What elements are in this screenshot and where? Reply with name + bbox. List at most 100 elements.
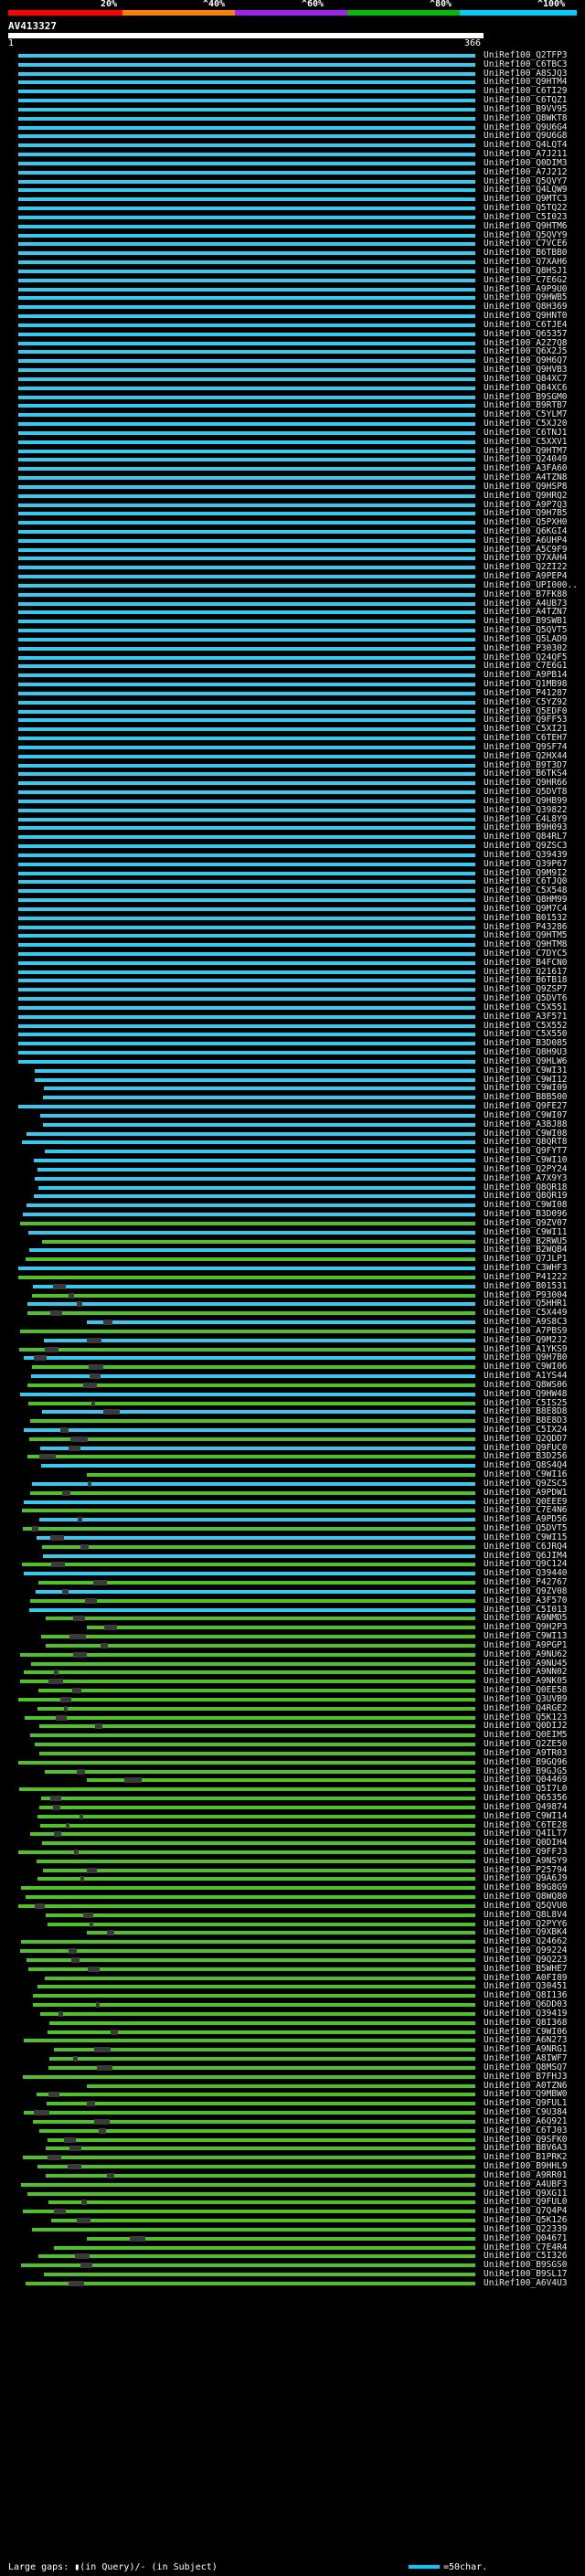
hit-id-link[interactable]: UniRef100_A4UB73: [484, 598, 568, 609]
hit-id-link[interactable]: UniRef100_B9SWB1: [484, 616, 568, 627]
hit-row[interactable]: UniRef100_A8IWF7: [0, 2053, 585, 2064]
hit-id-link[interactable]: UniRef100_Q9HTM7: [484, 445, 568, 456]
hit-row[interactable]: UniRef100_Q39440: [0, 1568, 585, 1578]
hit-id-link[interactable]: UniRef100_Q9HSP8: [484, 481, 568, 492]
hit-row[interactable]: UniRef100_A7J211: [0, 149, 585, 159]
hit-id-link[interactable]: UniRef100_Q9HNT0: [484, 311, 568, 322]
hit-row[interactable]: UniRef100_A9S8C3: [0, 1317, 585, 1327]
hit-id-link[interactable]: UniRef100_Q9FUL0: [484, 2197, 568, 2208]
hit-row[interactable]: UniRef100_A3FA60: [0, 463, 585, 473]
hit-row[interactable]: UniRef100_A1YS44: [0, 1371, 585, 1381]
hit-row[interactable]: UniRef100_C6TI29: [0, 86, 585, 96]
hit-row[interactable]: UniRef100_Q5PXH0: [0, 517, 585, 527]
hit-row[interactable]: UniRef100_Q5QVY7: [0, 176, 585, 186]
hit-id-link[interactable]: UniRef100_Q6DD03: [484, 1999, 568, 2010]
hit-id-link[interactable]: UniRef100_C9WI14: [484, 1810, 568, 1821]
hit-id-link[interactable]: UniRef100_Q9M2J2: [484, 1334, 568, 1345]
hit-id-link[interactable]: UniRef100_Q9SF74: [484, 741, 568, 752]
hit-id-link[interactable]: UniRef100_B9SGS0: [484, 2260, 568, 2271]
hit-row[interactable]: UniRef100_Q8QR19: [0, 1191, 585, 1201]
hit-row[interactable]: UniRef100_Q6KGI4: [0, 525, 585, 536]
hit-row[interactable]: UniRef100_A9PB14: [0, 670, 585, 680]
hit-row[interactable]: UniRef100_Q7XAH6: [0, 257, 585, 267]
hit-row[interactable]: UniRef100_Q5DVT5: [0, 1523, 585, 1533]
hit-id-link[interactable]: UniRef100_C6TEH7: [484, 733, 568, 744]
hit-id-link[interactable]: UniRef100_Q9A6J9: [484, 1873, 568, 1884]
hit-row[interactable]: UniRef100_Q9U6G4: [0, 122, 585, 133]
hit-row[interactable]: UniRef100_Q9ZV08: [0, 1586, 585, 1596]
hit-id-link[interactable]: UniRef100_C9U384: [484, 2107, 568, 2118]
hit-id-link[interactable]: UniRef100_C9WI16: [484, 1469, 568, 1480]
hit-id-link[interactable]: UniRef100_A4UBF3: [484, 2178, 568, 2189]
hit-id-link[interactable]: UniRef100_Q9C124: [484, 1559, 568, 1570]
hit-row[interactable]: UniRef100_Q8QR18: [0, 1182, 585, 1193]
hit-row[interactable]: UniRef100_Q1MB98: [0, 679, 585, 689]
hit-row[interactable]: UniRef100_C5IS25: [0, 1398, 585, 1408]
hit-id-link[interactable]: UniRef100_A0FI89: [484, 1972, 568, 1983]
hit-row[interactable]: UniRef100_Q9HTM8: [0, 939, 585, 949]
hit-id-link[interactable]: UniRef100_Q9ZSC3: [484, 841, 568, 852]
hit-id-link[interactable]: UniRef100_A3F571: [484, 1011, 568, 1022]
hit-id-link[interactable]: UniRef100_Q6JIM4: [484, 1550, 568, 1561]
hit-id-link[interactable]: UniRef100_Q24049: [484, 454, 568, 465]
hit-id-link[interactable]: UniRef100_C4L8Y9: [484, 813, 568, 824]
hit-row[interactable]: UniRef100_A2Z7Q8: [0, 338, 585, 348]
hit-row[interactable]: UniRef100_Q2QDD7: [0, 1434, 585, 1444]
hit-id-link[interactable]: UniRef100_Q9FF53: [484, 715, 568, 726]
hit-row[interactable]: UniRef100_B7FK88: [0, 589, 585, 599]
hit-row[interactable]: UniRef100_C5I326: [0, 2251, 585, 2262]
hit-id-link[interactable]: UniRef100_C9WI08: [484, 1200, 568, 1211]
hit-row[interactable]: UniRef100_A9NN02: [0, 1667, 585, 1677]
hit-id-link[interactable]: UniRef100_Q2ZI22: [484, 562, 568, 573]
hit-id-link[interactable]: UniRef100_A6UHP4: [484, 535, 568, 546]
hit-id-link[interactable]: UniRef100_Q2PY24: [484, 1163, 568, 1174]
hit-id-link[interactable]: UniRef100_B7FHJ3: [484, 2071, 568, 2082]
hit-row[interactable]: UniRef100_Q8WS06: [0, 1380, 585, 1390]
hit-row[interactable]: UniRef100_Q5TQ22: [0, 203, 585, 213]
hit-row[interactable]: UniRef100_Q84XC6: [0, 383, 585, 393]
hit-id-link[interactable]: UniRef100_Q9HVB3: [484, 365, 568, 376]
hit-id-link[interactable]: UniRef100_P25794: [484, 1864, 568, 1875]
hit-id-link[interactable]: UniRef100_Q84RL7: [484, 832, 568, 843]
hit-row[interactable]: UniRef100_Q4LQW9: [0, 185, 585, 195]
hit-id-link[interactable]: UniRef100_Q6KGI4: [484, 525, 568, 536]
hit-row[interactable]: UniRef100_A9P9U0: [0, 283, 585, 294]
hit-id-link[interactable]: UniRef100_Q3UVB9: [484, 1693, 568, 1704]
hit-id-link[interactable]: UniRef100_A9P9U0: [484, 283, 568, 294]
hit-id-link[interactable]: UniRef100_C5I326: [484, 2251, 568, 2262]
hit-row[interactable]: UniRef100_P41287: [0, 688, 585, 698]
hit-row[interactable]: UniRef100_B9GQ96: [0, 1757, 585, 1767]
hit-id-link[interactable]: UniRef100_C6TJ03: [484, 2125, 568, 2136]
hit-row[interactable]: UniRef100_Q9FUC0: [0, 1443, 585, 1453]
hit-row[interactable]: UniRef100_C5X551: [0, 1002, 585, 1012]
hit-row[interactable]: UniRef100_C6TQZ1: [0, 95, 585, 106]
hit-row[interactable]: UniRef100_Q6JIM4: [0, 1550, 585, 1561]
hit-id-link[interactable]: UniRef100_C9WI08: [484, 1128, 568, 1139]
hit-id-link[interactable]: UniRef100_Q5HHR1: [484, 1299, 568, 1309]
hit-id-link[interactable]: UniRef100_Q24QF5: [484, 652, 568, 663]
hit-row[interactable]: UniRef100_Q2HX44: [0, 751, 585, 761]
hit-row[interactable]: UniRef100_Q24049: [0, 454, 585, 465]
hit-row[interactable]: UniRef100_B9HHL9: [0, 2161, 585, 2171]
hit-id-link[interactable]: UniRef100_B8E8D3: [484, 1415, 568, 1426]
hit-row[interactable]: UniRef100_A9PDW1: [0, 1488, 585, 1498]
hit-id-link[interactable]: UniRef100_A9NK05: [484, 1676, 568, 1687]
hit-row[interactable]: UniRef100_Q5QVT5: [0, 625, 585, 635]
hit-row[interactable]: UniRef100_C7E4N6: [0, 1505, 585, 1515]
hit-id-link[interactable]: UniRef100_Q04671: [484, 2232, 568, 2243]
hit-id-link[interactable]: UniRef100_A8IWF7: [484, 2053, 568, 2064]
hit-id-link[interactable]: UniRef100_B3D096: [484, 1209, 568, 1220]
hit-row[interactable]: UniRef100_Q39822: [0, 805, 585, 815]
hit-row[interactable]: UniRef100_A7X9Y3: [0, 1173, 585, 1183]
hit-row[interactable]: UniRef100_A9NSY9: [0, 1856, 585, 1866]
hit-row[interactable]: UniRef100_Q9MTC3: [0, 194, 585, 205]
hit-id-link[interactable]: UniRef100_C6TQZ1: [484, 95, 568, 106]
hit-id-link[interactable]: UniRef100_C5X551: [484, 1002, 568, 1012]
hit-id-link[interactable]: UniRef100_A6N273: [484, 2035, 568, 2046]
hit-row[interactable]: UniRef100_Q4LQT4: [0, 140, 585, 150]
hit-id-link[interactable]: UniRef100_Q9MTC3: [484, 194, 568, 205]
hit-id-link[interactable]: UniRef100_Q5K123: [484, 1712, 568, 1723]
hit-id-link[interactable]: UniRef100_Q8WKT8: [484, 112, 568, 123]
hit-row[interactable]: UniRef100_C5X552: [0, 1021, 585, 1031]
hit-row[interactable]: UniRef100_Q0EIM5: [0, 1730, 585, 1740]
